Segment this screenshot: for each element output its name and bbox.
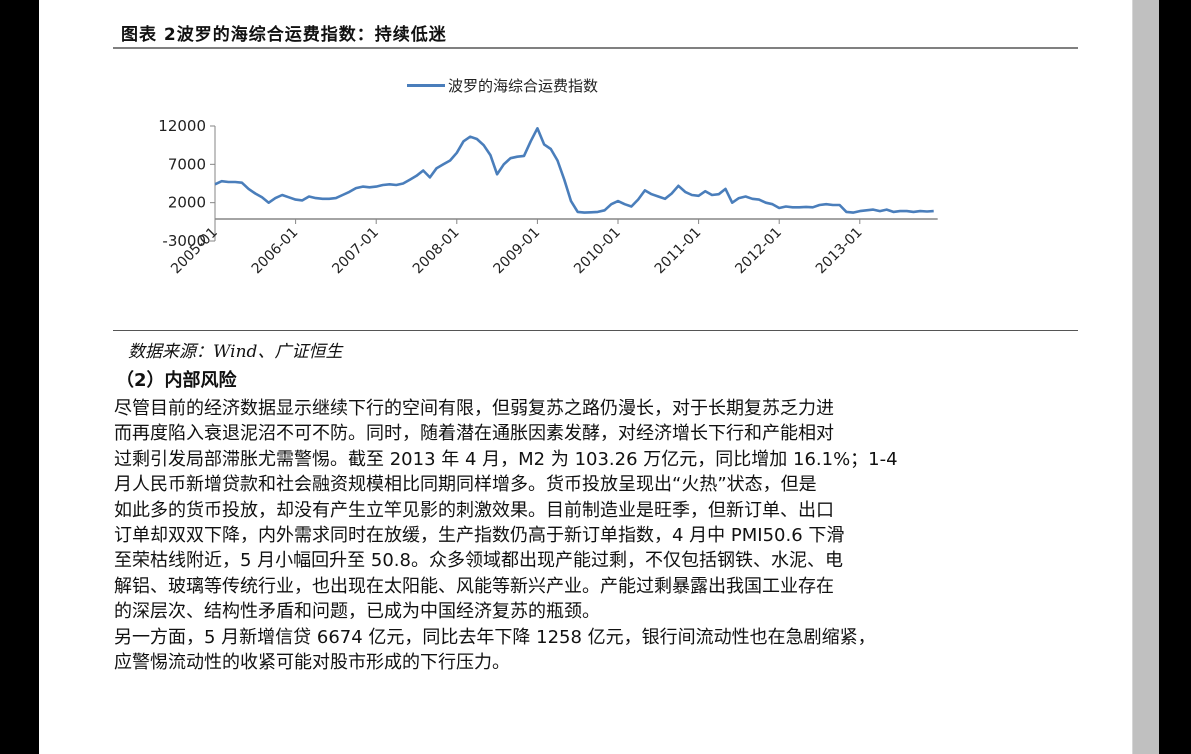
x-tick-label: 2008-01 — [410, 225, 463, 278]
figure-bottom-rule — [113, 330, 1078, 331]
x-tick-label: 2009-01 — [491, 225, 544, 278]
figure-top-rule — [113, 47, 1078, 49]
x-tick-label: 2013-01 — [813, 225, 866, 278]
text-line: 订单却双双下降，内外需求同时在放缓，生产指数仍高于新订单指数，4 月中 PMI5… — [114, 524, 845, 546]
bdi-series-line — [214, 127, 934, 214]
legend-label: 波罗的海综合运费指数 — [448, 77, 599, 95]
text-line: 应警惕流动性的收紧可能对股市形成的下行压力。 — [114, 651, 510, 673]
y-tick-label: 2000 — [168, 194, 206, 212]
text-line: 月人民币新增贷款和社会融资规模相比同期同样增多。货币投放呈现出“火热”状态，但是 — [114, 474, 817, 496]
text-line: 如此多的货币投放，却没有产生立竿见影的刺激效果。目前制造业是旺季，但新订单、出口 — [114, 499, 834, 521]
body-paragraphs: 尽管目前的经济数据显示继续下行的空间有限，但弱复苏之路仍漫长，对于长期复苏乏力进… — [114, 396, 1084, 675]
x-axis: 2005-01 2006-01 2007-01 2008-01 2009-01 2010-… — [168, 218, 938, 278]
text-line: 至荣枯线附近，5 月小幅回升至 50.8。众多领域都出现产能过剩，不仅包括钢铁、… — [114, 550, 843, 572]
y-tick-label: 12000 — [158, 117, 206, 135]
text-line: 过剩引发局部滞胀尤需警惕。截至 2013 年 4 月，M2 为 103.26 万… — [114, 448, 898, 470]
text-line: 解铝、玻璃等传统行业，也出现在太阳能、风能等新兴产业。产能过剩暴露出我国工业存在 — [114, 575, 834, 597]
legend-line-swatch-icon — [407, 84, 445, 87]
x-tick-label: 2012-01 — [732, 225, 785, 278]
x-tick-label: 2007-01 — [329, 225, 382, 278]
document-page — [39, 0, 1132, 754]
text-line: 而再度陷入衰退泥沼不可不防。同时，随着潜在通胀因素发酵，对经济增长下行和产能相对 — [114, 423, 834, 445]
text-line: 另一方面，5 月新增信贷 6674 亿元，同比去年下降 1258 亿元，银行间流… — [114, 626, 876, 648]
x-tick-label: 2011-01 — [652, 225, 705, 278]
figure-title: 图表 2波罗的海综合运费指数：持续低迷 — [121, 25, 447, 45]
x-tick-label: 2010-01 — [571, 225, 624, 278]
text-line: 的深层次、结构性矛盾和问题，已成为中国经济复苏的瓶颈。 — [114, 601, 600, 623]
x-tick-label: 2006-01 — [249, 225, 302, 278]
data-source-note: 数据来源：Wind、广证恒生 — [128, 342, 343, 362]
section-heading: （2）内部风险 — [116, 370, 237, 391]
y-tick-label: 7000 — [168, 155, 206, 173]
paragraph-1: 尽管目前的经济数据显示继续下行的空间有限，但弱复苏之路仍漫长，对于长期复苏乏力进… — [114, 396, 1084, 625]
text-line: 尽管目前的经济数据显示继续下行的空间有限，但弱复苏之路仍漫长，对于长期复苏乏力进 — [114, 398, 834, 419]
paragraph-2: 另一方面，5 月新增信贷 6674 亿元，同比去年下降 1258 亿元，银行间流… — [114, 625, 1084, 676]
chart-legend: 波罗的海综合运费指数 — [407, 75, 598, 96]
vertical-scrollbar[interactable] — [1132, 0, 1159, 754]
y-tick-label: -3000 — [162, 232, 206, 250]
